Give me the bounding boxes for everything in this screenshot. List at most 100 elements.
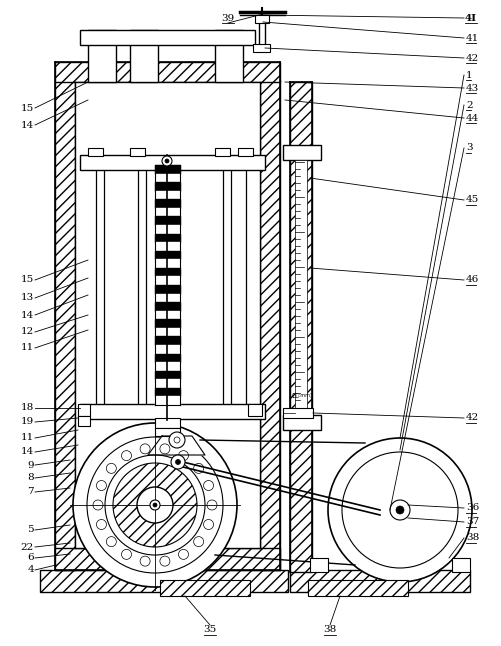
Circle shape [178, 451, 188, 461]
Text: 7: 7 [28, 488, 34, 497]
Bar [40, 570, 288, 592]
Circle shape [169, 432, 185, 448]
Text: 43: 43 [465, 83, 478, 92]
Bar [237, 148, 253, 156]
Circle shape [140, 444, 150, 454]
Text: 13: 13 [21, 293, 34, 302]
Polygon shape [155, 225, 180, 234]
Polygon shape [155, 371, 180, 379]
Text: 3: 3 [465, 143, 471, 152]
Circle shape [175, 459, 180, 464]
Circle shape [93, 500, 103, 510]
Circle shape [203, 519, 213, 530]
Circle shape [178, 549, 188, 559]
Circle shape [121, 451, 131, 461]
Circle shape [96, 519, 106, 530]
Polygon shape [155, 259, 180, 268]
Text: 15: 15 [21, 275, 34, 284]
Circle shape [137, 487, 173, 523]
Text: 18: 18 [21, 404, 34, 413]
Polygon shape [155, 191, 180, 199]
Polygon shape [155, 302, 180, 311]
Polygon shape [155, 208, 180, 216]
Bar [80, 155, 265, 170]
Circle shape [160, 444, 169, 454]
Bar [260, 80, 280, 570]
Text: 5: 5 [28, 525, 34, 534]
Bar [451, 558, 469, 572]
Bar [283, 145, 320, 160]
Circle shape [162, 156, 172, 166]
Polygon shape [155, 174, 180, 182]
Bar [214, 148, 229, 156]
Bar [295, 160, 307, 413]
Text: 4I: 4I [464, 14, 476, 23]
Text: 44: 44 [465, 114, 478, 123]
Text: 12: 12 [21, 328, 34, 337]
Text: 37: 37 [465, 517, 478, 526]
Circle shape [389, 500, 409, 520]
Bar [155, 428, 180, 436]
Text: 41: 41 [465, 34, 478, 43]
Bar [255, 15, 269, 23]
Text: 1: 1 [465, 70, 471, 79]
Circle shape [206, 500, 216, 510]
Text: 38: 38 [323, 625, 336, 634]
Polygon shape [155, 199, 180, 208]
Bar [283, 415, 320, 430]
Circle shape [121, 549, 131, 559]
Text: 14: 14 [21, 448, 34, 457]
Polygon shape [155, 182, 180, 191]
Circle shape [105, 455, 204, 555]
Text: 11: 11 [21, 344, 34, 353]
Polygon shape [155, 397, 180, 405]
Text: 45: 45 [465, 196, 478, 205]
Bar [78, 404, 90, 416]
Polygon shape [155, 276, 180, 285]
Circle shape [153, 503, 157, 507]
Bar [290, 570, 469, 592]
Polygon shape [155, 328, 180, 337]
Bar [130, 148, 145, 156]
Text: 2: 2 [465, 101, 471, 110]
Polygon shape [155, 337, 180, 345]
Polygon shape [155, 362, 180, 371]
Bar [247, 404, 262, 416]
Circle shape [106, 463, 116, 474]
Text: 8: 8 [28, 474, 34, 483]
Bar [55, 548, 280, 570]
Text: 11: 11 [21, 433, 34, 443]
Bar [155, 418, 180, 428]
Circle shape [174, 437, 180, 443]
Polygon shape [155, 353, 180, 362]
Polygon shape [155, 242, 180, 251]
Circle shape [165, 159, 169, 163]
Text: 14: 14 [21, 121, 34, 129]
Polygon shape [155, 379, 180, 388]
Text: 9: 9 [28, 461, 34, 470]
Bar [55, 62, 280, 82]
Bar [130, 30, 158, 82]
Bar [78, 416, 90, 426]
Circle shape [193, 463, 203, 474]
Circle shape [96, 481, 106, 490]
Polygon shape [155, 345, 180, 353]
Circle shape [150, 500, 160, 510]
Bar [75, 82, 260, 548]
Text: (单位:mm): (单位:mm) [291, 393, 312, 397]
Circle shape [87, 437, 222, 573]
Circle shape [73, 423, 236, 587]
Text: 15: 15 [21, 103, 34, 112]
Polygon shape [155, 285, 180, 293]
Circle shape [140, 556, 150, 566]
Bar [80, 404, 265, 419]
Polygon shape [155, 251, 180, 259]
Polygon shape [155, 388, 180, 397]
Polygon shape [148, 436, 204, 455]
Bar [290, 82, 312, 572]
Polygon shape [155, 165, 180, 174]
Circle shape [171, 455, 185, 469]
Text: 14: 14 [21, 311, 34, 320]
Circle shape [193, 537, 203, 547]
Text: 46: 46 [465, 275, 478, 284]
